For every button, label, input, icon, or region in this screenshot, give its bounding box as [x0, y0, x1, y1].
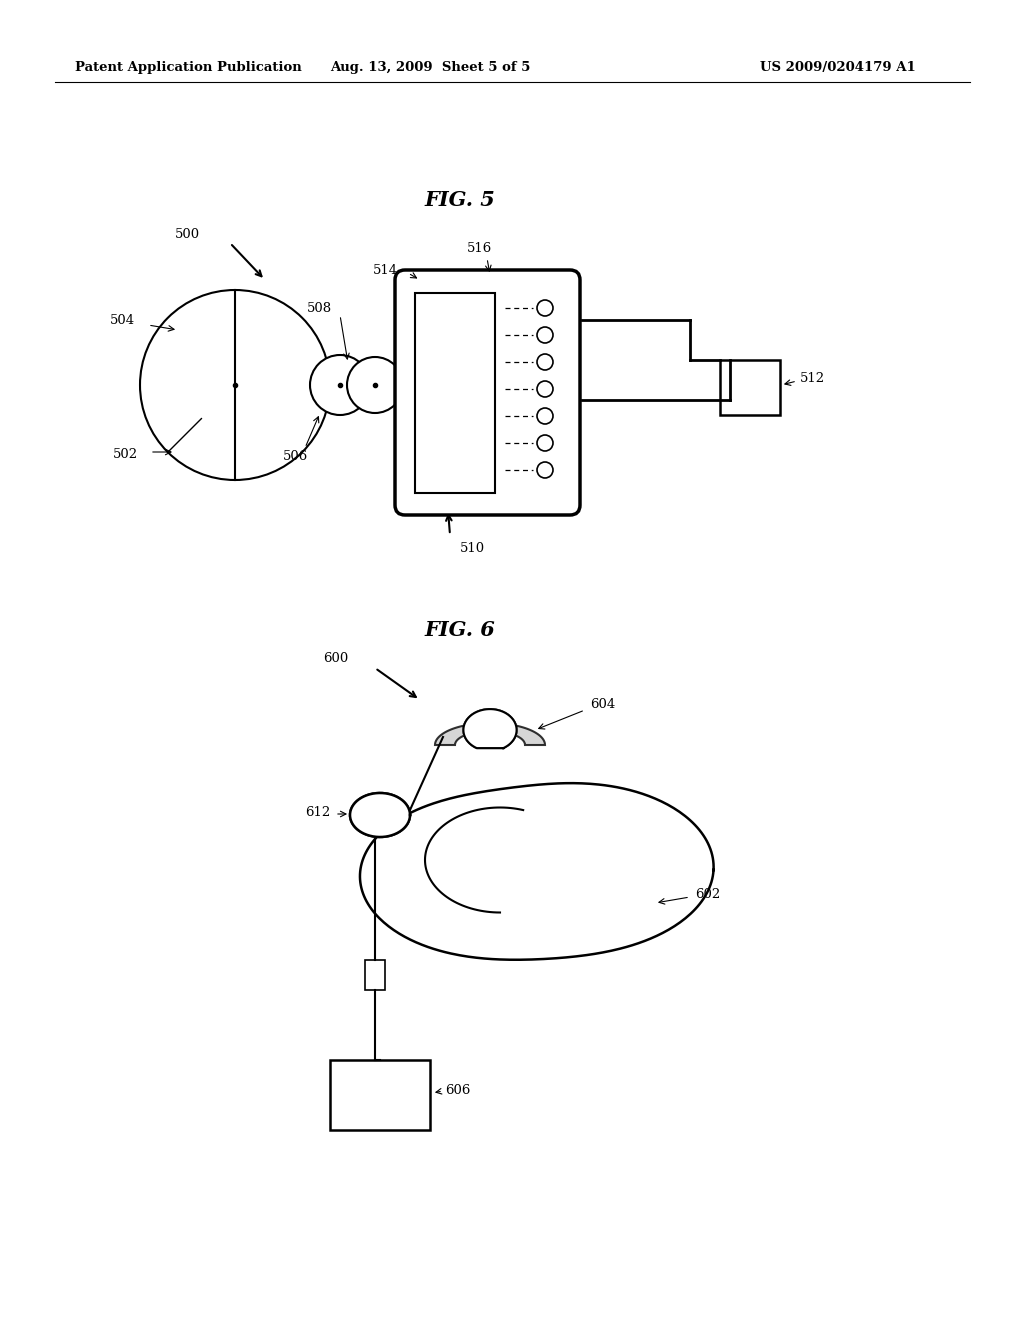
Text: 512: 512 — [800, 371, 825, 384]
Bar — [720, 360, 780, 414]
Text: 604: 604 — [590, 698, 615, 711]
Text: 612: 612 — [305, 805, 330, 818]
Text: FIG. 6: FIG. 6 — [425, 620, 496, 640]
Circle shape — [537, 436, 553, 451]
Text: 510: 510 — [460, 541, 485, 554]
Bar — [365, 960, 385, 990]
Text: US 2009/0204179 A1: US 2009/0204179 A1 — [760, 62, 915, 74]
Circle shape — [537, 327, 553, 343]
Text: Aug. 13, 2009  Sheet 5 of 5: Aug. 13, 2009 Sheet 5 of 5 — [330, 62, 530, 74]
Text: Patent Application Publication: Patent Application Publication — [75, 62, 302, 74]
Text: 504: 504 — [110, 314, 135, 326]
Circle shape — [347, 356, 403, 413]
Circle shape — [310, 355, 370, 414]
Circle shape — [537, 354, 553, 370]
Polygon shape — [350, 793, 410, 837]
FancyBboxPatch shape — [395, 271, 580, 515]
Bar — [415, 293, 495, 492]
Text: 502: 502 — [113, 449, 138, 462]
Circle shape — [537, 462, 553, 478]
Text: 600: 600 — [323, 652, 348, 664]
Text: 606: 606 — [445, 1084, 470, 1097]
Text: 602: 602 — [695, 888, 720, 902]
Text: 516: 516 — [467, 242, 493, 255]
Circle shape — [537, 300, 553, 315]
Text: 506: 506 — [284, 450, 308, 463]
Text: 500: 500 — [175, 228, 200, 242]
Polygon shape — [464, 709, 516, 748]
Bar — [330, 1060, 430, 1130]
Text: 508: 508 — [307, 301, 332, 314]
Polygon shape — [435, 723, 545, 744]
Text: FIG. 5: FIG. 5 — [425, 190, 496, 210]
Circle shape — [537, 408, 553, 424]
Text: 514: 514 — [373, 264, 398, 276]
Circle shape — [537, 381, 553, 397]
